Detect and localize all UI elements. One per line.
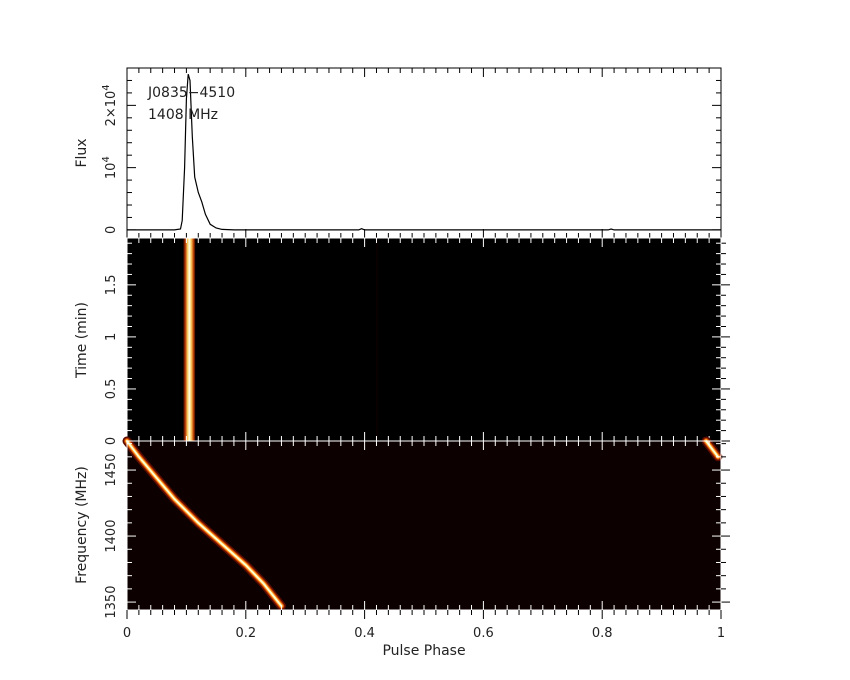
freq-ytick-label: 1350 [104,586,119,619]
dispersed-pulse-line [126,440,283,607]
profile-y-ticks: 0 104 2×104 [101,79,721,234]
profile-x-ticks [126,68,722,238]
profile-ytick-label: 2×104 [101,84,119,126]
freq-ytick-label: 1400 [104,520,119,553]
observing-frequency: 1408 MHz [148,107,218,123]
profile-ytick-label: 104 [101,156,119,179]
profile-panel: 0 104 2×104 J0835−4510 1408 MHz Flux [74,67,722,239]
time-ytick-label: 0.5 [104,379,119,400]
x-tick-label: 0.2 [235,626,256,641]
profile-frame [126,67,722,239]
time-ytick-label: 1.5 [104,275,119,296]
time-panel: 0 0.5 1 1.5 Time (min) [74,237,730,445]
freq-y-ticks: 1350 1400 1450 [104,443,730,619]
freq-ylabel: Frequency (MHz) [74,466,90,584]
profile-line [127,74,721,231]
x-tick-label: 0.8 [592,626,613,641]
time-ytick-label: 1 [104,333,119,341]
xlabel: Pulse Phase [382,643,465,659]
time-x-ticks [126,238,722,441]
time-ytick-label: 0 [104,437,119,445]
time-ylabel: Time (min) [74,302,90,379]
time-pulse-band [183,238,196,441]
freq-heatmap-bg [127,441,721,610]
profile-ylabel: Flux [74,138,90,167]
wrapped-pulse-line [705,440,719,458]
time-faint-stripe [376,238,378,441]
source-name: J0835−4510 [147,85,235,101]
dispersed-pulse-track [122,436,723,611]
x-tick-label: 0.6 [473,626,494,641]
x-tick-label: 0.4 [354,626,375,641]
x-tick-label: 1 [717,626,725,641]
x-tick-label: 0 [123,626,131,641]
freq-x-ticks: 0 0.2 0.4 0.6 0.8 1 [123,441,725,641]
profile-ytick-label: 0 [104,226,119,234]
freq-ytick-label: 1450 [104,454,119,487]
time-heatmap-bg [127,238,721,441]
frequency-panel: 1350 1400 1450 0 0.2 0.4 0.6 0.8 1 Frequency (M… [74,436,730,659]
